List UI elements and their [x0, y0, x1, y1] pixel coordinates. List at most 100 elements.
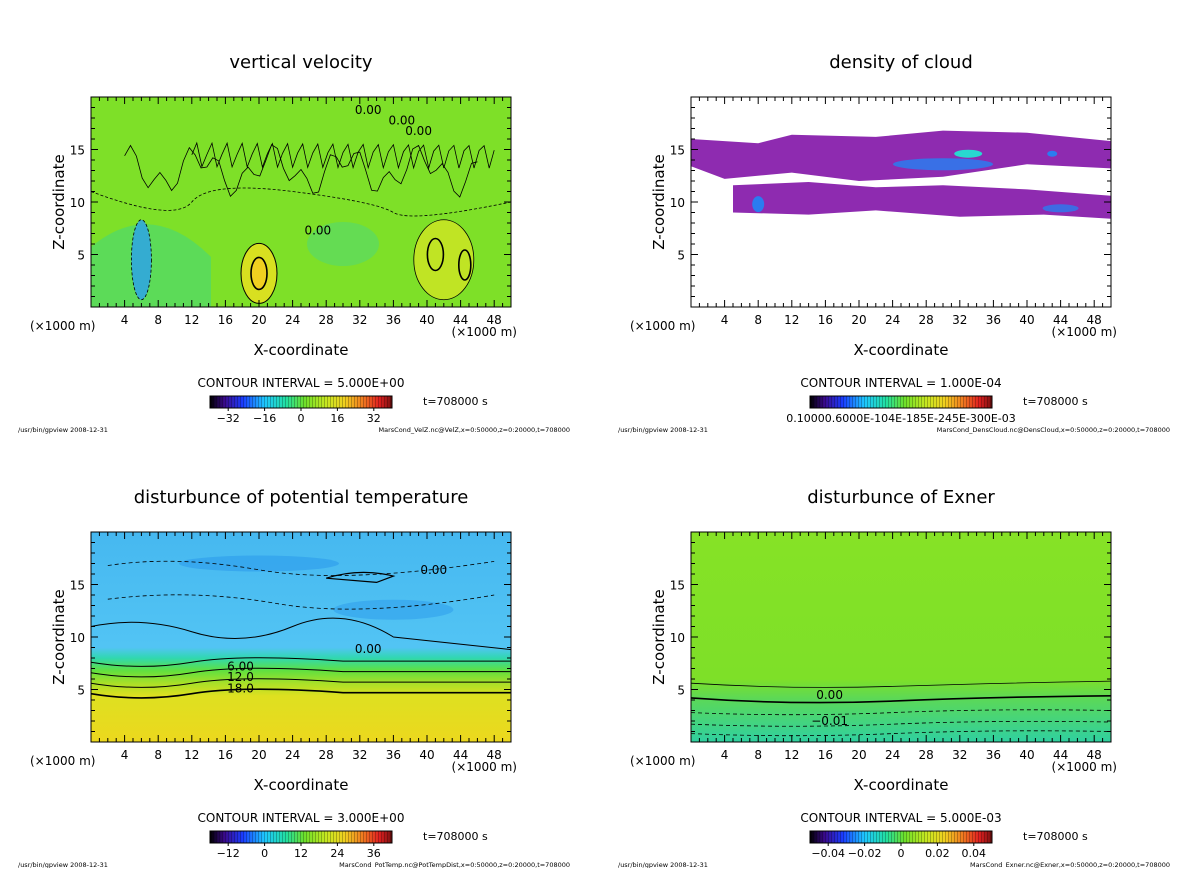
colorbar-segments — [810, 396, 992, 408]
x-unit-right: (×1000 m) — [452, 325, 517, 339]
time-label: t=708000 s — [1023, 395, 1088, 408]
contour-label: 12.0 — [227, 670, 254, 684]
contour-label: −0.01 — [811, 714, 848, 728]
x-tick-label: 16 — [818, 313, 833, 327]
x-tick-label: 40 — [419, 313, 434, 327]
chart-panel-3: disturbunce of potential temperature 6.00… — [18, 487, 570, 869]
y-tick-label: 10 — [70, 196, 85, 210]
x-tick-label: 32 — [352, 748, 367, 762]
colorbar-tick-label: −0.04 — [811, 847, 845, 860]
x-tick-label: 8 — [754, 748, 762, 762]
time-label: t=708000 s — [423, 830, 488, 843]
x-tick-label: 24 — [285, 313, 300, 327]
colorbar-segments — [210, 396, 392, 408]
x-tick-label: 4 — [121, 748, 129, 762]
footer-right: MarsCond_Exner.nc@Exner,x=0:50000,z=0:20… — [970, 861, 1170, 868]
y-tick-label: 10 — [670, 631, 685, 645]
x-tick-label: 48 — [1087, 748, 1102, 762]
x-tick-label: 48 — [487, 313, 502, 327]
colorbar-tick-label: 12 — [294, 847, 308, 860]
colorbar-tick-label: 0 — [298, 412, 305, 425]
x-tick-label: 16 — [218, 748, 233, 762]
x-tick-label: 32 — [352, 313, 367, 327]
plot-field — [90, 532, 512, 742]
plot-field — [90, 97, 512, 307]
x-tick-label: 44 — [453, 313, 468, 327]
y-tick-label: 15 — [70, 579, 85, 593]
y-axis-label: Z-coordinate — [650, 154, 668, 249]
x-tick-label: 4 — [121, 313, 129, 327]
time-label: t=708000 s — [1023, 830, 1088, 843]
x-tick-label: 48 — [1087, 313, 1102, 327]
contour-interval: CONTOUR INTERVAL = 1.000E-04 — [800, 376, 1001, 390]
y-tick-label: 10 — [670, 196, 685, 210]
colorbar-tick-label: 16 — [330, 412, 344, 425]
colorbar-tick-label: 0.04 — [962, 847, 987, 860]
colorbar-tick-label: 0 — [898, 847, 905, 860]
x-tick-label: 24 — [885, 313, 900, 327]
x-tick-label: 28 — [919, 313, 934, 327]
x-axis-label: X-coordinate — [254, 776, 349, 794]
x-unit-left: (×1000 m) — [30, 754, 95, 768]
x-tick-label: 44 — [1053, 313, 1068, 327]
x-tick-label: 36 — [986, 748, 1001, 762]
footer-left: /usr/bin/gpview 2008-12-31 — [618, 861, 708, 868]
x-tick-label: 44 — [453, 748, 468, 762]
footer-right: MarsCond_DensCloud.nc@DensCloud,x=0:5000… — [937, 426, 1170, 434]
x-tick-label: 20 — [851, 313, 866, 327]
colorbar-tick-label: −0.02 — [848, 847, 882, 860]
x-tick-label: 20 — [851, 748, 866, 762]
x-tick-label: 12 — [784, 313, 799, 327]
contour-label: 18.0 — [227, 682, 254, 696]
chart-title: disturbunce of potential temperature — [134, 487, 469, 508]
colorbar-tick-label: −32 — [217, 412, 240, 425]
colorbar-tick-label: 32 — [367, 412, 381, 425]
footer-right: MarsCond_PotTemp.nc@PotTempDist,x=0:5000… — [339, 861, 570, 868]
x-unit-left: (×1000 m) — [630, 319, 695, 333]
x-tick-label: 44 — [1053, 748, 1068, 762]
colorbar-segments — [810, 831, 992, 843]
y-tick-label: 5 — [677, 684, 685, 698]
x-tick-label: 8 — [154, 313, 162, 327]
contour-label: 0.00 — [388, 113, 415, 127]
colorbar-segments — [210, 831, 392, 843]
x-tick-label: 20 — [251, 313, 266, 327]
x-tick-label: 36 — [386, 313, 401, 327]
colorbar-tick-label: 0.02 — [925, 847, 950, 860]
contour-label: 6.00 — [227, 660, 254, 674]
y-tick-label: 5 — [77, 684, 85, 698]
x-tick-label: 28 — [319, 748, 334, 762]
x-tick-label: 8 — [754, 313, 762, 327]
plot-field — [690, 532, 1112, 742]
x-tick-label: 40 — [1019, 313, 1034, 327]
y-axis-label: Z-coordinate — [50, 154, 68, 249]
chart-title: vertical velocity — [229, 52, 373, 73]
y-axis-label: Z-coordinate — [650, 589, 668, 684]
y-tick-label: 5 — [77, 249, 85, 263]
x-unit-right: (×1000 m) — [1052, 325, 1117, 339]
x-tick-label: 4 — [721, 313, 729, 327]
x-tick-label: 12 — [184, 748, 199, 762]
x-unit-right: (×1000 m) — [452, 760, 517, 774]
chart-title: density of cloud — [829, 52, 973, 73]
x-tick-label: 32 — [952, 748, 967, 762]
x-tick-label: 12 — [784, 748, 799, 762]
colorbar-tick-label: 24 — [330, 847, 344, 860]
x-tick-label: 4 — [721, 748, 729, 762]
contour-label: 0.00 — [816, 688, 843, 702]
x-tick-label: 36 — [986, 313, 1001, 327]
x-tick-label: 20 — [251, 748, 266, 762]
x-axis-label: X-coordinate — [854, 341, 949, 359]
x-unit-left: (×1000 m) — [630, 754, 695, 768]
colorbar-tick-label: −12 — [217, 847, 240, 860]
contour-interval: CONTOUR INTERVAL = 3.000E+00 — [198, 811, 405, 825]
colorbar-tick-label: 0.10000.6000E-104E-185E-245E-300E-03 — [786, 412, 1016, 425]
footer-left: /usr/bin/gpview 2008-12-31 — [18, 426, 108, 434]
x-tick-label: 32 — [952, 313, 967, 327]
y-tick-label: 15 — [670, 579, 685, 593]
x-tick-label: 24 — [285, 748, 300, 762]
